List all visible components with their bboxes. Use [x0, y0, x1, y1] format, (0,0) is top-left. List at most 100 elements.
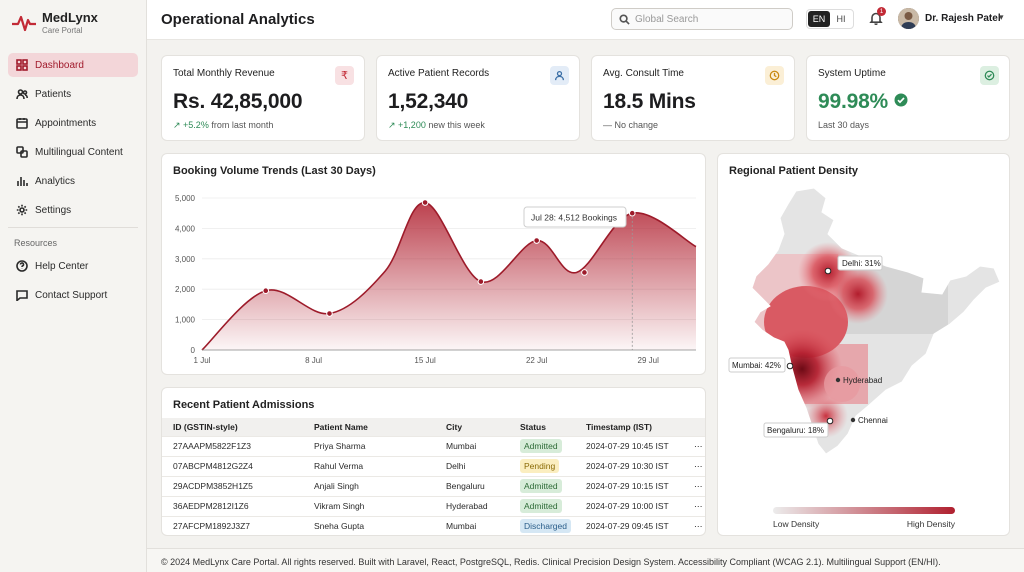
logo[interactable]: MedLynx Care Portal: [10, 8, 98, 36]
data-point-marker[interactable]: [581, 269, 588, 276]
lang-hi-button[interactable]: HI: [836, 14, 846, 24]
map-label-bengaluru[interactable]: Bengaluru: 18%: [763, 417, 834, 438]
table-row[interactable]: 07ABCPM4812G2Z4 Rahul Verma Delhi Pendin…: [162, 455, 705, 476]
cell-city: Mumbai: [435, 515, 509, 536]
avatar[interactable]: [898, 8, 919, 29]
table-row[interactable]: 29ACDPM3852H1Z5 Anjali Singh Bengaluru A…: [162, 475, 705, 496]
data-point-marker[interactable]: [477, 278, 485, 285]
search-input[interactable]: Global Search: [611, 8, 793, 30]
x-tick-label: 29 Jul: [638, 356, 660, 365]
row-menu-button[interactable]: ⋯: [683, 455, 705, 476]
cell-timestamp: 2024-07-29 10:30 IST: [575, 455, 683, 476]
bar-chart-icon: [17, 177, 28, 186]
cell-timestamp: 2024-07-29 10:15 IST: [575, 475, 683, 496]
check-icon: [980, 66, 999, 85]
cell-id: 07ABCPM4812G2Z4: [162, 455, 303, 476]
sidebar: MedLynx Care Portal Dashboard Patients A…: [0, 0, 147, 572]
x-tick-label: 8 Jul: [305, 356, 322, 365]
row-menu-button[interactable]: ⋯: [683, 515, 705, 536]
column-header[interactable]: City: [435, 418, 509, 436]
india-density-map[interactable]: Delhi: 31% Mumbai: 42% Hyderabad Chennai…: [718, 154, 1011, 537]
status-badge: Admitted: [520, 439, 562, 453]
map-label-mumbai[interactable]: Mumbai: 42%: [728, 357, 794, 373]
booking-area: [202, 202, 696, 350]
column-header[interactable]: Patient Name: [303, 418, 435, 436]
row-menu-button[interactable]: ⋯: [683, 475, 705, 496]
language-toggle[interactable]: EN HI: [806, 9, 854, 29]
table-row[interactable]: 27AAAPM5822F1Z3 Priya Sharma Mumbai Admi…: [162, 435, 705, 456]
translate-icon: [16, 146, 28, 158]
sidebar-item-label: Settings: [35, 204, 72, 216]
table-row[interactable]: 36AEDPM2812I1Z6 Vikram Singh Hyderabad A…: [162, 495, 705, 516]
y-tick-label: 4,000: [175, 224, 196, 233]
data-point-marker[interactable]: [533, 237, 540, 244]
users-icon: [16, 89, 28, 100]
chat-icon: [16, 290, 28, 301]
user-name[interactable]: Dr. Rajesh Patel: [925, 13, 1001, 24]
check-circle-icon: [894, 93, 908, 107]
sidebar-item-analytics[interactable]: Analytics: [8, 169, 138, 193]
sidebar-item-multilingual-content[interactable]: Multilingual Content: [8, 140, 138, 164]
y-tick-label: 0: [191, 346, 196, 355]
person-icon: [550, 66, 569, 85]
user-avatar-icon: [898, 8, 919, 29]
map-label-hyderabad[interactable]: Hyderabad: [835, 376, 882, 385]
kpi-value: Rs. 42,85,000: [173, 90, 303, 113]
column-header[interactable]: ID (GSTIN-style): [162, 418, 303, 436]
map-label-delhi[interactable]: Delhi: 31%: [824, 255, 883, 275]
column-header[interactable]: Status: [509, 418, 575, 436]
kpi-title: System Uptime: [818, 68, 886, 79]
top-bar: Operational Analytics Global Search EN H…: [147, 0, 1024, 40]
app-name: MedLynx: [42, 9, 98, 25]
table-row[interactable]: 27AFCPM1892J3Z7 Sneha Gupta Mumbai Disch…: [162, 515, 705, 536]
data-point-marker[interactable]: [421, 199, 429, 206]
sidebar-item-help-center[interactable]: Help Center: [8, 254, 138, 278]
footer: © 2024 MedLynx Care Portal. All rights r…: [147, 548, 1024, 572]
chart-tooltip: Jul 28: 4,512 Bookings: [523, 206, 627, 228]
heartbeat-logo-icon: [12, 15, 36, 32]
cell-status: Admitted: [509, 475, 575, 496]
kpi-card-system-uptime: System Uptime 99.98% Last 30 days: [806, 55, 1010, 141]
data-point-marker[interactable]: [262, 287, 270, 295]
page-title: Operational Analytics: [161, 11, 315, 28]
map-label-chennai[interactable]: Chennai: [850, 416, 888, 425]
kpi-note: No change: [614, 120, 659, 130]
sidebar-item-contact-support[interactable]: Contact Support: [8, 283, 138, 307]
y-tick-label: 3,000: [175, 255, 196, 264]
row-menu-button[interactable]: ⋯: [683, 495, 705, 516]
admissions-table: ID (GSTIN-style) Patient Name City Statu…: [162, 418, 705, 536]
trend-up-icon: ↗: [173, 120, 184, 130]
cell-name: Priya Sharma: [303, 435, 435, 456]
kpi-value: 18.5 Mins: [603, 90, 696, 113]
cell-id: 27AAAPM5822F1Z3: [162, 435, 303, 456]
sidebar-item-settings[interactable]: Settings: [8, 198, 138, 222]
svg-text:Hyderabad: Hyderabad: [843, 376, 882, 385]
notification-badge: 1: [877, 7, 886, 16]
map-title: Regional Patient Density: [729, 165, 858, 177]
booking-chart-title: Booking Volume Trends (Last 30 Days): [173, 165, 376, 177]
booking-line: [201, 201, 697, 351]
kpi-note: new this week: [428, 120, 485, 130]
cell-city: Hyderabad: [435, 495, 509, 516]
y-tick-label: 2,000: [175, 285, 196, 294]
booking-chart[interactable]: 0 1,000 2,000 3,000 4,000 5,000 1 Jul 8 Jul 15 J…: [162, 154, 707, 376]
data-point-marker[interactable]: [326, 310, 333, 317]
kpi-card-consult-time: Avg. Consult Time 18.5 Mins — No change: [591, 55, 795, 141]
sidebar-item-dashboard[interactable]: Dashboard: [8, 53, 138, 77]
data-point-marker[interactable]: [628, 209, 636, 217]
cell-id: 36AEDPM2812I1Z6: [162, 495, 303, 516]
chevron-down-icon[interactable]: ▾: [999, 12, 1004, 22]
sidebar-item-appointments[interactable]: Appointments: [8, 111, 138, 135]
row-menu-button[interactable]: ⋯: [683, 435, 705, 456]
status-badge: Pending: [520, 459, 560, 473]
sidebar-item-patients[interactable]: Patients: [8, 82, 138, 106]
cell-id: 29ACDPM3852H1Z5: [162, 475, 303, 496]
cell-status: Pending: [509, 455, 575, 476]
svg-text:Chennai: Chennai: [858, 416, 888, 425]
kpi-note: Last 30 days: [818, 120, 870, 130]
notifications-button[interactable]: 1: [869, 7, 886, 27]
legend-low-label: Low Density: [773, 519, 820, 529]
kpi-delta: —: [603, 120, 612, 130]
column-header[interactable]: Timestamp (IST): [575, 418, 683, 436]
lang-en-button[interactable]: EN: [808, 11, 830, 27]
